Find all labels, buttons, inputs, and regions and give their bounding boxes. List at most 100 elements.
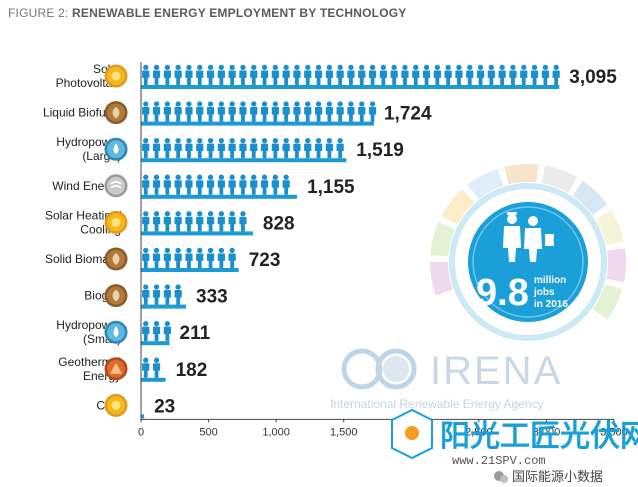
person-icon <box>142 64 150 85</box>
person-icon <box>250 174 258 195</box>
person-icon <box>228 247 236 268</box>
leaf-shape <box>112 289 120 302</box>
x-tick-label: 0 <box>138 426 144 438</box>
person-icon <box>142 357 150 378</box>
leaf-shape <box>112 253 120 265</box>
person-icon <box>239 211 247 232</box>
badge-year: in 2016 <box>534 299 568 310</box>
sun-core <box>111 217 121 227</box>
person-icon <box>152 247 161 268</box>
bar <box>141 268 239 272</box>
value-label: 182 <box>176 360 208 381</box>
person-icon <box>412 64 420 85</box>
person-icon <box>228 101 236 122</box>
person-icon <box>185 101 193 122</box>
bar-row: SolarPhotovoltaic3,095 <box>56 62 618 90</box>
bar-row: Solid Biomass 723 <box>45 247 281 272</box>
badge-ring-segment <box>441 189 475 225</box>
bar <box>141 194 298 199</box>
category-label: Wind Energy <box>52 179 121 193</box>
person-icon <box>271 174 279 195</box>
irena-subtitle: International Renewable Energy Agency <box>330 397 543 411</box>
person-icon <box>530 64 539 85</box>
bar-pictograms <box>142 284 182 305</box>
person-icon <box>228 137 236 159</box>
person-icon <box>152 357 161 378</box>
drop-shape <box>113 143 119 155</box>
person-icon <box>271 137 279 159</box>
person-icon <box>498 64 506 85</box>
sun-core <box>111 71 121 81</box>
person-icon <box>325 64 333 85</box>
person-icon <box>325 101 333 122</box>
badge-ring-segment <box>430 262 453 296</box>
person-icon <box>541 64 549 85</box>
wind-lines <box>110 181 122 189</box>
bar-pictograms <box>142 174 290 195</box>
total-jobs-badge: 9.8 million jobs in 2016 <box>430 163 626 341</box>
sun-icon <box>104 393 128 417</box>
category-label-line: Hydropower <box>56 135 121 149</box>
person-icon <box>422 64 431 85</box>
sun-icon <box>104 210 128 234</box>
person-icon <box>142 247 150 268</box>
value-label: 1,519 <box>356 140 404 161</box>
category-label: Liquid Biofuels <box>43 106 121 120</box>
biofuel-leaf-icon <box>104 101 128 125</box>
x-tick-label: 1,500 <box>330 426 358 438</box>
person-icon <box>282 101 290 122</box>
person-icon <box>142 101 150 122</box>
person-icon <box>142 137 150 159</box>
value-label: 723 <box>249 250 281 271</box>
person-icon <box>250 101 258 122</box>
value-label: 23 <box>154 396 175 417</box>
bar-pictograms <box>142 247 236 268</box>
site-watermark: 阳光工匠光伏网 www.21SPV.com 国际能源小数据 <box>391 408 638 484</box>
badge-ring-segment <box>467 168 504 199</box>
wechat-icon <box>494 471 508 483</box>
value-label: 1,724 <box>384 104 432 125</box>
person-icon <box>293 64 301 85</box>
person-icon <box>152 137 161 159</box>
category-label-line: Liquid Biofuels <box>43 106 121 120</box>
badge-ring-segment <box>595 210 624 246</box>
person-icon <box>217 211 225 232</box>
person-icon <box>314 137 323 159</box>
person-icon <box>152 284 161 305</box>
bar-row: Wind Energy 1,155 <box>52 174 355 199</box>
bar <box>141 377 166 382</box>
person-icon <box>228 64 236 85</box>
person-icon <box>163 101 171 122</box>
person-icon <box>163 320 171 342</box>
value-label: 211 <box>180 323 211 344</box>
badge-ring-segment <box>572 180 608 215</box>
person-icon <box>347 101 355 122</box>
badge-ring-segment <box>606 248 626 283</box>
bar-pictograms <box>142 320 171 342</box>
person-icon <box>433 64 441 85</box>
person-icon <box>152 101 161 122</box>
person-icon <box>552 64 560 85</box>
person-icon <box>304 64 312 85</box>
leaf-shape <box>112 106 120 119</box>
person-icon <box>336 64 344 85</box>
person-icon <box>142 174 150 195</box>
person-icon <box>174 247 182 268</box>
bar <box>141 121 374 126</box>
person-icon <box>228 211 236 232</box>
bar-pictograms <box>142 137 344 159</box>
x-tick-label: 3,500 <box>600 426 628 438</box>
person-icon <box>271 64 279 85</box>
badge-total-value: 9.8 <box>476 272 529 314</box>
water-drop-icon <box>104 320 128 344</box>
person-icon <box>163 137 171 159</box>
person-icon <box>336 101 344 122</box>
bar-row: Biogas 333 <box>84 284 228 309</box>
person-icon <box>185 211 193 232</box>
person-icon <box>217 101 225 122</box>
person-icon <box>217 137 225 159</box>
irena-wordmark: IRENA <box>430 349 562 393</box>
person-icon <box>217 64 225 85</box>
person-icon <box>217 247 225 268</box>
person-icon <box>185 247 193 268</box>
